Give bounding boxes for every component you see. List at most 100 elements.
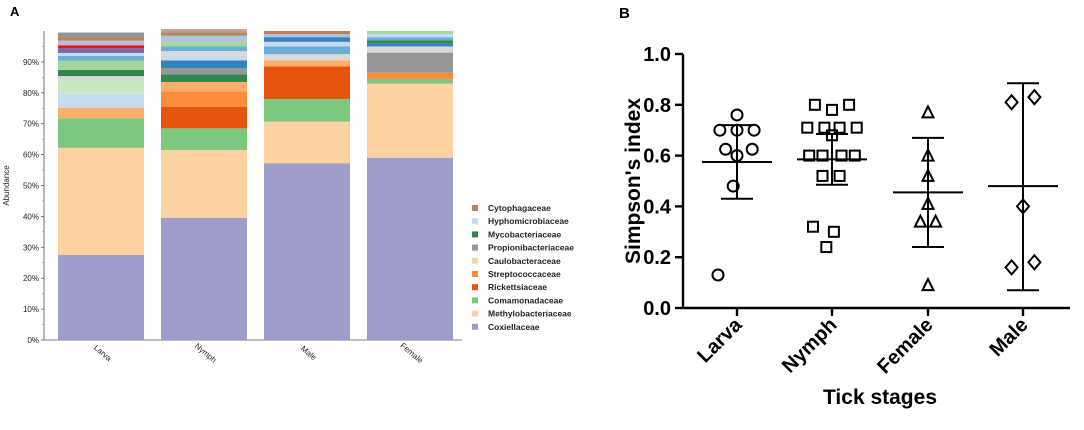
bar-segment xyxy=(58,40,144,46)
legend-swatch xyxy=(472,297,478,304)
data-point xyxy=(747,123,761,137)
legend-label: Streptococcaceae xyxy=(488,269,561,279)
legend-swatch xyxy=(472,284,478,291)
y-tick-label: 50% xyxy=(23,182,39,191)
legend-swatch xyxy=(472,244,478,251)
data-point xyxy=(920,276,936,292)
y-tick-label: 70% xyxy=(23,120,39,129)
bar-segment xyxy=(264,121,350,164)
bar-segment xyxy=(367,46,453,53)
legend-swatch xyxy=(472,271,478,277)
data-point xyxy=(719,142,733,156)
bar-segment xyxy=(161,32,247,36)
x-axis-title: Tick stages xyxy=(823,386,937,409)
y-tick-label: 0.0 xyxy=(643,298,671,320)
bar-segment xyxy=(264,31,350,35)
bar-segment xyxy=(58,45,144,49)
bar-segment xyxy=(161,51,247,56)
bar-segment xyxy=(161,46,247,52)
legend-label: Methylobacteriaceae xyxy=(488,309,572,319)
data-point xyxy=(820,241,833,254)
data-point xyxy=(826,103,838,116)
bar-segment xyxy=(58,60,144,70)
data-point xyxy=(801,121,814,134)
data-point xyxy=(1027,88,1042,106)
x-tick-label: Female xyxy=(873,314,937,378)
y-tick-label: 1.0 xyxy=(643,44,671,66)
bar-segment xyxy=(161,128,247,150)
y-tick-label: 60% xyxy=(23,151,39,160)
data-point xyxy=(726,179,740,193)
bar-segment xyxy=(161,74,247,82)
bar-segment xyxy=(58,56,144,61)
bar-segment xyxy=(161,41,247,47)
data-point xyxy=(1004,258,1019,276)
y-tick-label: 0.6 xyxy=(643,146,671,168)
bar-segment xyxy=(58,32,144,38)
bar-segment xyxy=(264,46,350,55)
legend-swatch xyxy=(472,218,478,225)
bar-segment xyxy=(161,149,247,218)
data-point xyxy=(818,121,831,134)
data-point xyxy=(827,225,840,238)
legend-label: Comamonadaceae xyxy=(488,295,563,305)
bar-segment xyxy=(161,35,247,39)
y-tick-label: 80% xyxy=(23,89,39,98)
bar-segment xyxy=(58,48,144,53)
data-point xyxy=(711,268,725,282)
stacked-bar-chart: 0% 10% 20% 30% 40% 50% 60% 70% 80% 90% Abundance La… xyxy=(2,29,574,365)
y-axis-title: Simpson's index xyxy=(622,98,645,264)
data-point xyxy=(730,108,744,122)
x-tick-label: Larva xyxy=(92,343,114,363)
data-point xyxy=(928,213,943,228)
legend-swatch xyxy=(472,310,478,317)
bar-segment xyxy=(58,80,144,94)
bar-segment xyxy=(367,37,453,41)
bar-segment xyxy=(58,107,144,119)
data-point xyxy=(835,149,848,162)
bar-segment xyxy=(161,29,247,33)
data-point xyxy=(1027,253,1042,271)
bar-segment xyxy=(367,34,453,38)
data-point xyxy=(803,149,816,162)
bar-segment xyxy=(58,147,144,256)
bar-segment xyxy=(58,69,144,77)
bar-segment xyxy=(264,54,350,61)
legend-label: Hyphomicrobiaceae xyxy=(488,216,569,226)
data-point xyxy=(833,169,846,182)
data-point xyxy=(848,149,861,162)
data-point xyxy=(816,169,829,182)
bar-segment xyxy=(367,43,453,47)
legend-label: Rickettsiaceae xyxy=(488,282,547,292)
data-point xyxy=(1004,93,1019,111)
bar-segment xyxy=(264,60,350,67)
bar-segment xyxy=(264,163,350,340)
bar-segment xyxy=(161,38,247,42)
data-point xyxy=(816,149,829,162)
legend-swatch xyxy=(472,257,478,264)
y-tick-label: 0.4 xyxy=(643,196,672,218)
scatter-chart: 0.0 0.2 0.4 0.6 0.8 1.0 Simpson's index Larva Ny… xyxy=(622,44,1070,409)
data-point xyxy=(920,104,936,119)
y-axis-title: Abundance xyxy=(2,165,11,206)
bar-segment xyxy=(264,41,350,47)
data-point xyxy=(920,147,936,162)
bar-segment xyxy=(264,34,350,38)
bar-segment xyxy=(161,55,247,61)
bar-segment xyxy=(264,37,350,42)
legend-label: Caulobacteraceae xyxy=(488,256,561,266)
data-point xyxy=(745,142,759,156)
data-point xyxy=(826,129,838,142)
bar-segment xyxy=(264,98,350,122)
data-point xyxy=(913,213,928,228)
x-tick-label: Nymph xyxy=(778,314,841,377)
legend-label: Propionibacteriaceae xyxy=(488,243,574,253)
x-tick-label: Nymph xyxy=(193,341,218,364)
legend-swatch xyxy=(472,323,478,330)
legend-label: Mycobacteriaceae xyxy=(488,229,562,239)
bar-segment xyxy=(58,118,144,148)
data-point xyxy=(920,195,936,210)
data-point xyxy=(807,220,819,233)
bar-segment xyxy=(161,217,247,340)
